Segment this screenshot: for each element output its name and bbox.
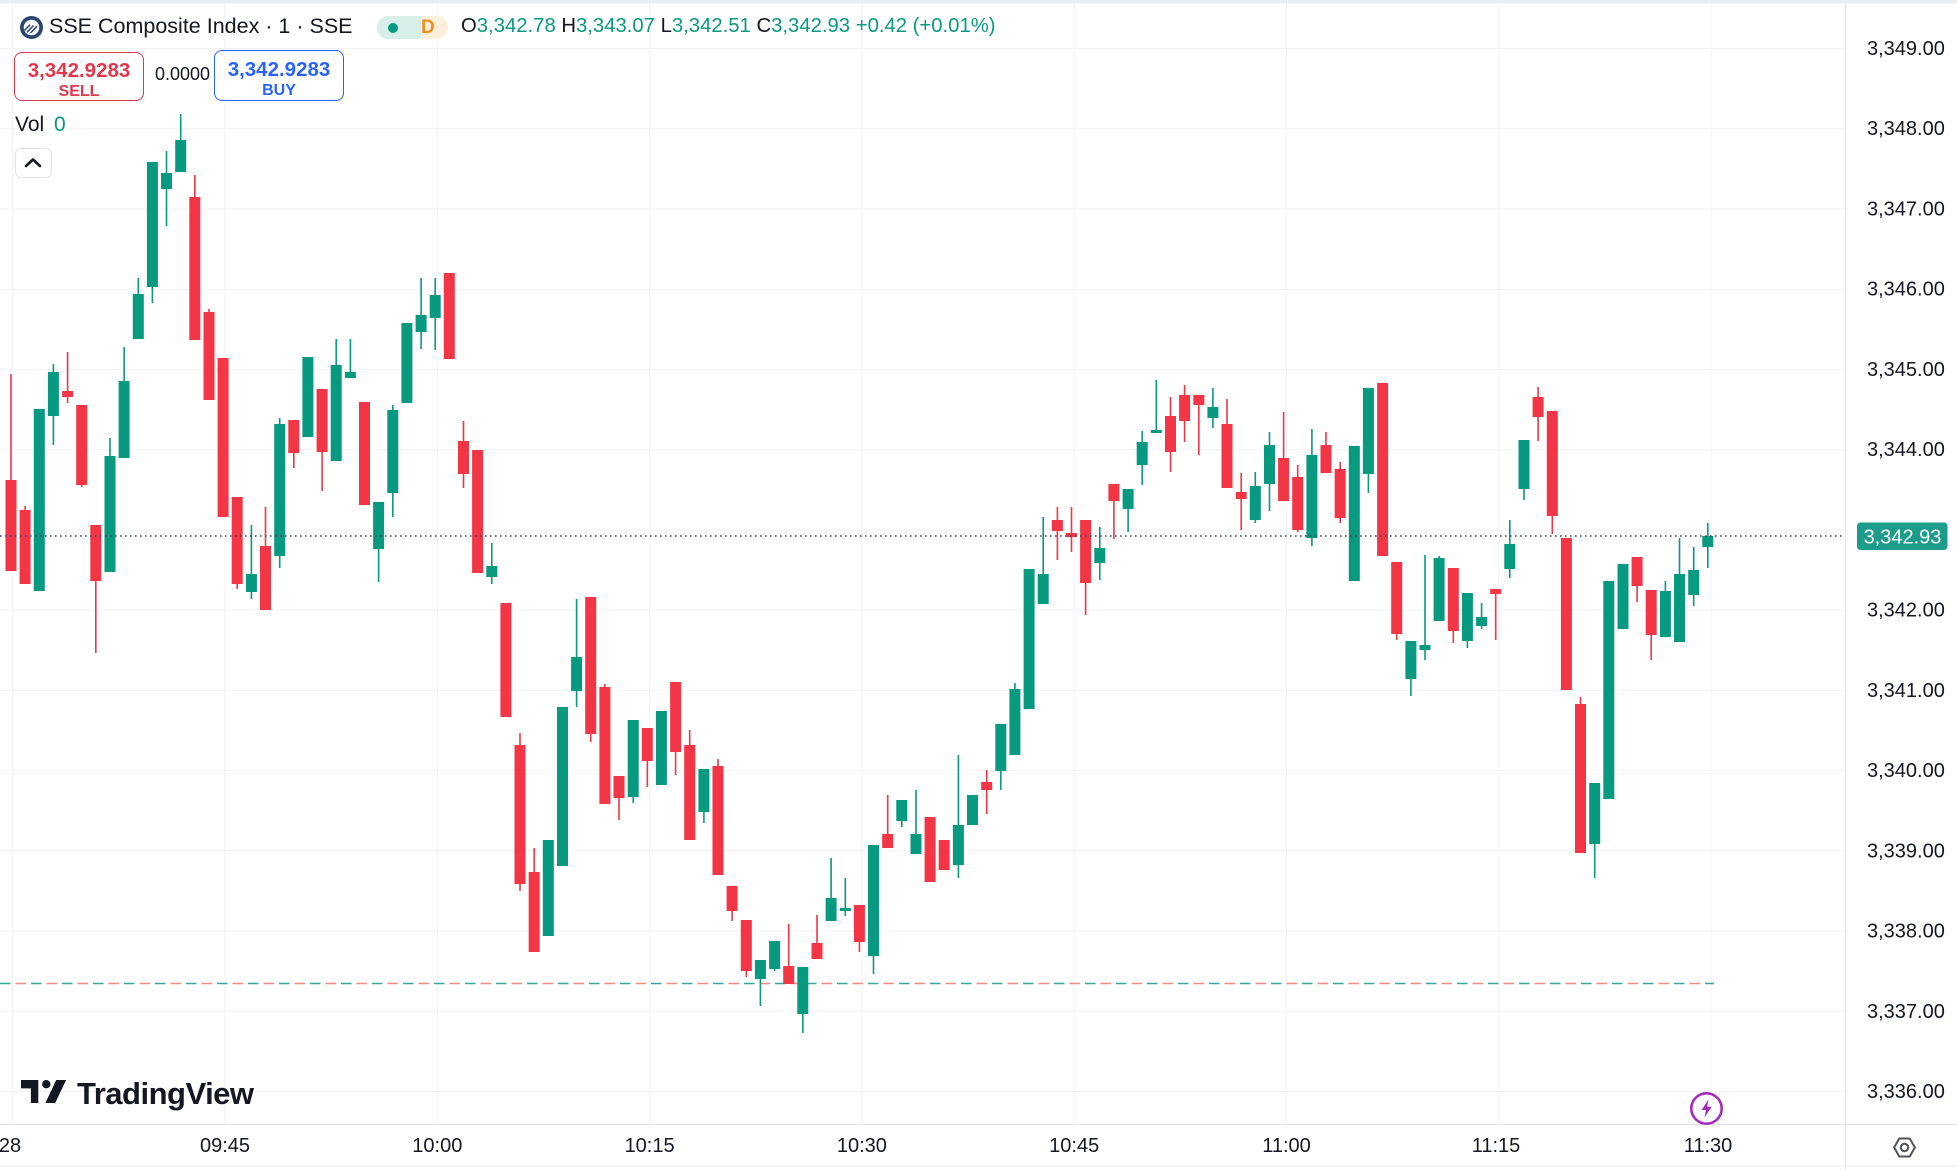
svg-text:11:15: 11:15 — [1472, 1135, 1521, 1157]
svg-text:3,344.00: 3,344.00 — [1867, 439, 1945, 461]
svg-text:3,340.00: 3,340.00 — [1867, 760, 1945, 782]
svg-text:3,336.00: 3,336.00 — [1867, 1081, 1945, 1103]
svg-text:3,337.00: 3,337.00 — [1867, 1001, 1945, 1023]
svg-text:10:00: 10:00 — [412, 1135, 462, 1157]
svg-text:3,341.00: 3,341.00 — [1867, 680, 1945, 702]
svg-text:09:45: 09:45 — [200, 1135, 250, 1157]
svg-text:3,338.00: 3,338.00 — [1867, 921, 1945, 943]
svg-text:3,347.00: 3,347.00 — [1867, 199, 1945, 221]
svg-text:11:00: 11:00 — [1262, 1135, 1311, 1157]
svg-text:11:30: 11:30 — [1684, 1135, 1733, 1157]
svg-text:3,349.00: 3,349.00 — [1867, 38, 1945, 60]
svg-text:3,346.00: 3,346.00 — [1867, 279, 1945, 301]
svg-text:10:45: 10:45 — [1049, 1135, 1099, 1157]
svg-text:3,342.00: 3,342.00 — [1867, 600, 1945, 622]
svg-text:3,342.93: 3,342.93 — [1864, 527, 1942, 549]
svg-text:3,348.00: 3,348.00 — [1867, 118, 1945, 140]
svg-text:3,339.00: 3,339.00 — [1867, 840, 1945, 862]
svg-text:28: 28 — [0, 1135, 21, 1157]
svg-text:3,345.00: 3,345.00 — [1867, 359, 1945, 381]
svg-text:10:15: 10:15 — [625, 1135, 675, 1157]
svg-text:10:30: 10:30 — [837, 1135, 887, 1157]
